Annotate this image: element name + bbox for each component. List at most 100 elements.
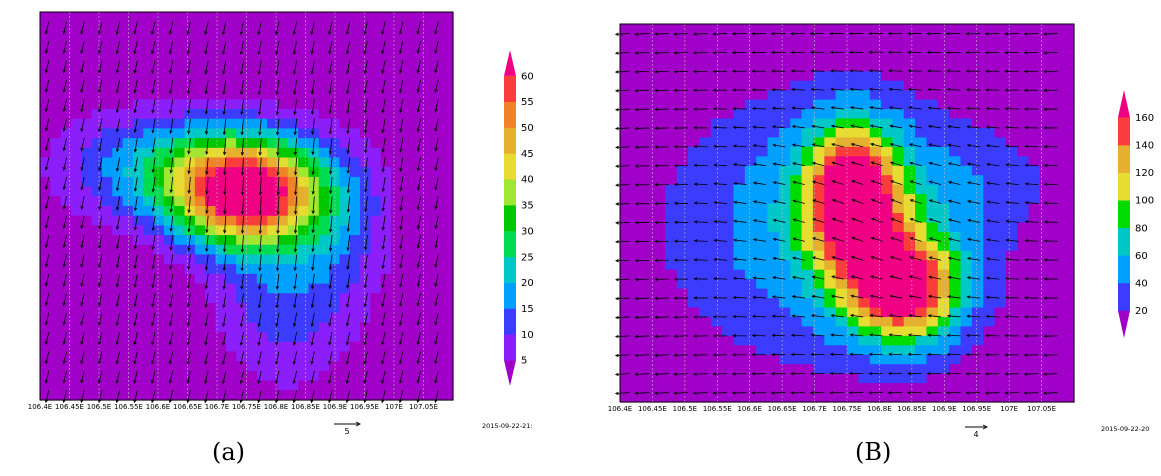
contour-cell (745, 298, 757, 308)
contour-cell (938, 194, 950, 204)
contour-cell (711, 166, 723, 176)
colorbar-label: 20 (521, 278, 534, 289)
contour-cell (443, 22, 454, 32)
contour-cell (1017, 147, 1029, 157)
contour-cell (824, 374, 836, 384)
contour-cell (298, 225, 309, 235)
contour-cell (370, 158, 381, 168)
contour-cell (643, 137, 655, 147)
contour-cell (236, 12, 247, 22)
contour-cell (881, 175, 893, 185)
contour-cell (961, 109, 973, 119)
contour-cell (102, 313, 113, 323)
contour-cell (102, 167, 113, 177)
contour-cell (381, 12, 392, 22)
contour-cell (677, 90, 689, 100)
contour-cell (298, 371, 309, 381)
contour-cell (756, 62, 768, 72)
contour-cell (401, 293, 412, 303)
contour-cell (267, 196, 278, 206)
contour-cell (257, 119, 268, 129)
contour-cell (133, 99, 144, 109)
contour-cell (1029, 270, 1041, 280)
contour-cell (734, 166, 746, 176)
contour-cell (620, 204, 632, 214)
contour-cell (50, 31, 61, 41)
contour-cell (836, 393, 848, 403)
contour-cell (904, 71, 916, 81)
contour-cell (949, 374, 961, 384)
contour-cell (711, 364, 723, 374)
contour-cell (174, 352, 185, 362)
contour-cell (360, 158, 371, 168)
contour-cell (319, 158, 330, 168)
contour-cell (711, 109, 723, 119)
contour-cell (226, 264, 237, 274)
contour-cell (329, 361, 340, 371)
contour-cell (123, 264, 134, 274)
contour-cell (102, 303, 113, 313)
contour-cell (50, 99, 61, 109)
contour-cell (133, 332, 144, 342)
contour-cell (620, 317, 632, 327)
contour-cell (631, 326, 643, 336)
contour-cell (881, 147, 893, 157)
contour-cell (1051, 119, 1063, 129)
contour-cell (1051, 279, 1063, 289)
contour-cell (226, 109, 237, 119)
contour-cell (81, 109, 92, 119)
contour-cell (236, 138, 247, 148)
contour-cell (319, 61, 330, 71)
contour-cell (370, 99, 381, 109)
contour-cell (677, 355, 689, 365)
contour-cell (722, 33, 734, 43)
contour-cell (972, 222, 984, 232)
contour-cell (298, 12, 309, 22)
contour-cell (319, 371, 330, 381)
contour-cell (443, 332, 454, 342)
contour-cell (370, 167, 381, 177)
contour-cell (205, 138, 216, 148)
contour-cell (972, 345, 984, 355)
contour-cell (247, 41, 258, 51)
contour-cell (643, 232, 655, 242)
contour-cell (370, 245, 381, 255)
contour-cell (236, 293, 247, 303)
contour-cell (1063, 24, 1075, 34)
contour-cell (745, 336, 757, 346)
contour-cell (824, 175, 836, 185)
contour-cell (422, 158, 433, 168)
contour-cell (620, 393, 632, 403)
wind-vector (831, 71, 844, 72)
contour-cell (824, 383, 836, 393)
contour-cell (677, 109, 689, 119)
contour-cell (143, 61, 154, 71)
contour-cell (164, 196, 175, 206)
contour-cell (995, 90, 1007, 100)
contour-cell (881, 241, 893, 251)
contour-cell (915, 364, 927, 374)
contour-cell (824, 156, 836, 166)
contour-cell (432, 51, 443, 61)
contour-cell (972, 52, 984, 62)
contour-cell (631, 100, 643, 110)
contour-cell (779, 355, 791, 365)
contour-cell (949, 393, 961, 403)
contour-cell (824, 119, 836, 129)
contour-cell (216, 90, 227, 100)
contour-cell (1063, 166, 1075, 176)
contour-cell (995, 128, 1007, 138)
contour-cell (370, 196, 381, 206)
contour-cell (654, 81, 666, 91)
contour-cell (722, 62, 734, 72)
contour-cell (995, 260, 1007, 270)
contour-cell (858, 383, 870, 393)
contour-cell (257, 158, 268, 168)
contour-cell (983, 24, 995, 34)
contour-cell (164, 99, 175, 109)
contour-cell (745, 317, 757, 327)
contour-cell (401, 167, 412, 177)
contour-cell (847, 383, 859, 393)
contour-cell (665, 345, 677, 355)
contour-cell (677, 24, 689, 34)
